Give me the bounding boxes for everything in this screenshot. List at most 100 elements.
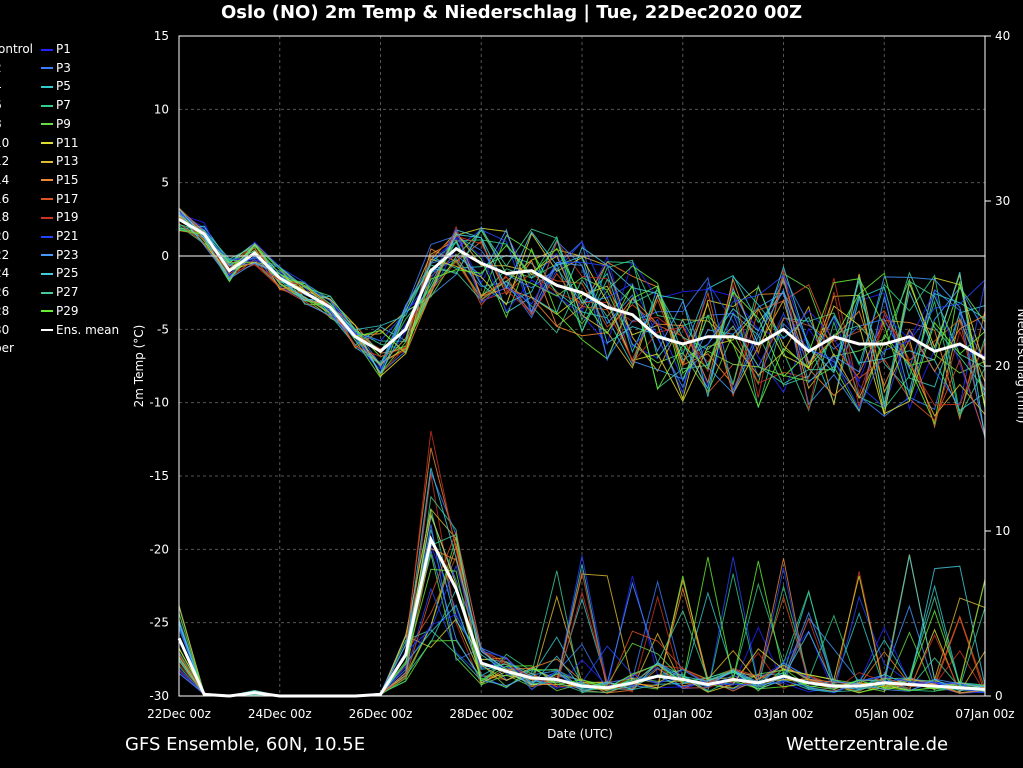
member-temp-line — [178, 210, 986, 411]
legend-item-left: ontrol — [0, 42, 33, 56]
x-tick-label: 07Jan 00z — [955, 707, 1014, 721]
legend-label: P1 — [56, 42, 71, 56]
legend-item: P11 — [41, 136, 79, 150]
legend-item-left: 16 — [0, 191, 10, 206]
legend-label: P21 — [56, 229, 79, 243]
legend-swatch — [41, 179, 53, 182]
x-tick-label: 01Jan 00z — [653, 707, 712, 721]
legend-item: P23 — [41, 248, 79, 262]
legend-item-left: ber — [0, 341, 14, 356]
legend-item: P13 — [41, 154, 79, 168]
y-right-tick-label: 30 — [995, 194, 1010, 208]
legend-swatch — [41, 235, 53, 238]
y-left-tick-label: -30 — [149, 689, 169, 703]
legend-item-left: 2 — [0, 61, 2, 75]
legend-swatch — [41, 216, 53, 219]
legend-item: P15 — [41, 173, 79, 187]
legend-item-left: 4 — [0, 79, 2, 93]
y-right-tick-label: 10 — [995, 524, 1010, 538]
legend-item: P25 — [41, 266, 79, 280]
y-left-tick-label: -10 — [149, 396, 169, 410]
legend-item: Ens. mean — [41, 323, 119, 337]
member-temp-line — [178, 227, 986, 412]
y-left-tick-label: 5 — [161, 176, 169, 190]
legend-label: P25 — [56, 266, 79, 281]
legend-item: P17 — [41, 192, 79, 206]
y-left-tick-label: -20 — [149, 542, 169, 556]
y-left-tick-label: 15 — [154, 29, 169, 43]
x-tick-label: 28Dec 00z — [449, 707, 513, 721]
y-left-tick-label: -5 — [157, 322, 169, 336]
member-temp-line — [178, 207, 986, 387]
legend-label: P5 — [56, 79, 71, 94]
legend-label: Ens. mean — [56, 322, 120, 337]
legend-label: P23 — [56, 247, 79, 262]
legend-label: P11 — [56, 135, 79, 150]
legend-swatch — [41, 198, 53, 201]
legend-item-left: 10 — [0, 135, 10, 150]
x-tick-label: 03Jan 00z — [754, 707, 813, 721]
legend-label: P9 — [56, 116, 71, 131]
legend-item: P1 — [41, 42, 71, 56]
y-left-tick-label: -25 — [149, 616, 169, 630]
legend-label: P29 — [56, 303, 79, 318]
legend-label: P3 — [56, 60, 71, 75]
legend-item: P5 — [41, 79, 71, 93]
legend-item: P9 — [41, 117, 71, 131]
legend-item-left: 14 — [0, 172, 10, 187]
chart-title: Oslo (NO) 2m Temp & Niederschlag | Tue, … — [220, 2, 803, 23]
legend-swatch — [41, 272, 53, 275]
legend-swatch — [41, 254, 53, 257]
legend-item: P27 — [41, 285, 79, 299]
legend-item-left: 18 — [0, 210, 10, 225]
y-right-tick-label: 40 — [995, 29, 1010, 43]
y-left-tick-label: -15 — [149, 469, 169, 483]
y-left-axis-title: 2m Temp (°C) — [132, 325, 146, 408]
legend-swatch — [41, 142, 53, 144]
y-left-tick-label: 10 — [154, 102, 169, 116]
legend-item-left: 30 — [0, 322, 10, 337]
legend-item: P21 — [41, 229, 79, 243]
legend-item-left: 20 — [0, 229, 10, 243]
legend-item-left: 12 — [0, 154, 10, 169]
legend-item-left: 22 — [0, 247, 10, 262]
y-left-tick-label: 0 — [161, 249, 169, 263]
member-temp-line — [178, 216, 986, 411]
x-axis-title: Date (UTC) — [547, 727, 613, 741]
legend-item: P29 — [41, 304, 79, 318]
ens-mean-temp-line — [178, 218, 986, 360]
legend-swatch — [41, 329, 53, 331]
legend-label: P15 — [56, 172, 79, 187]
legend-swatch — [41, 123, 53, 126]
axes: 22Dec 00z 24Dec 00z 26Dec 00z 28Dec 00z 30De… — [147, 29, 1015, 721]
x-tick-label: 24Dec 00z — [248, 707, 312, 721]
y-right-tick-label: 0 — [995, 689, 1003, 703]
legend-label: P27 — [56, 285, 79, 300]
legend-swatch — [41, 48, 53, 51]
legend-label: P19 — [56, 210, 79, 225]
legend-label: P17 — [56, 191, 79, 206]
x-tick-label: 22Dec 00z — [147, 707, 211, 721]
legend-swatch — [41, 291, 53, 294]
y-right-axis-title: Niederschlag (mm) — [1015, 309, 1023, 424]
legend-swatch — [41, 85, 53, 88]
legend-item-left: 6 — [0, 98, 2, 112]
legend-swatch — [41, 67, 53, 70]
x-tick-label: 05Jan 00z — [855, 707, 914, 721]
legend-swatch — [41, 160, 53, 163]
member-temp-line — [178, 224, 986, 404]
legend-label: P13 — [56, 154, 79, 169]
member-temp-line — [178, 214, 986, 391]
legend-label: P7 — [56, 98, 71, 113]
legend-item-left: 28 — [0, 303, 10, 318]
plot-frame — [178, 35, 986, 697]
x-tick-label: 30Dec 00z — [550, 707, 614, 721]
legend-item: P3 — [41, 61, 71, 75]
legend-swatch — [41, 310, 53, 313]
x-tick-label: 26Dec 00z — [349, 707, 413, 721]
y-right-tick-label: 20 — [995, 359, 1010, 373]
source-credit: Wetterzentrale.de — [786, 734, 949, 755]
legend-item-left: 8 — [0, 117, 2, 131]
legend-item-left: 26 — [0, 285, 10, 300]
